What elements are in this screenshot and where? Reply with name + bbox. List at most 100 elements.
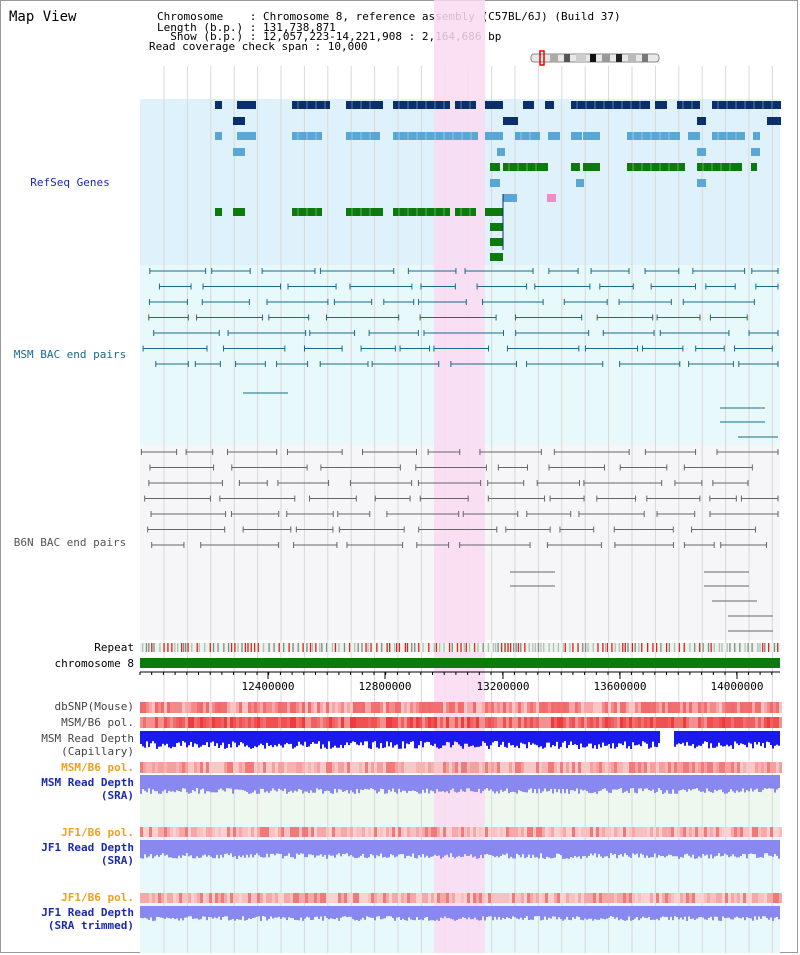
jf1-depth-sra-bar bbox=[640, 840, 642, 854]
jf1-b6-pol-heat bbox=[314, 827, 317, 837]
jf1-depth-sra-bar bbox=[152, 840, 154, 859]
jf1-depth-sra-bar bbox=[642, 840, 644, 855]
jf1-depth-trimmed-bar bbox=[382, 906, 384, 919]
msm-depth-capillary-bar bbox=[548, 731, 550, 743]
dbsnp-heat bbox=[458, 702, 461, 713]
msm-b6-pol-heat bbox=[770, 717, 773, 728]
jf1-depth-trimmed-bar bbox=[446, 906, 448, 919]
jf1-depth-sra-bar bbox=[188, 840, 190, 857]
jf1-b6-pol-trimmed-heat bbox=[254, 893, 257, 903]
jf1-depth-trimmed-bar bbox=[154, 906, 156, 921]
msm-b6-pol-heat bbox=[773, 717, 776, 728]
msm-depth-capillary-bar bbox=[498, 731, 500, 747]
jf1-depth-trimmed-bar bbox=[614, 906, 616, 919]
jf1-depth-sra-bar bbox=[166, 840, 168, 855]
msm-b6-pol-heat bbox=[707, 717, 710, 728]
jf1-b6-pol-trimmed-heat bbox=[674, 893, 677, 903]
msm-depth-sra-bar bbox=[470, 775, 472, 792]
msm-depth-capillary-bar bbox=[680, 731, 682, 745]
jf1-depth-trimmed-bar bbox=[142, 906, 144, 919]
msm-depth-capillary-bar bbox=[486, 731, 488, 746]
msm-b6-pol-heat bbox=[140, 717, 143, 728]
dbsnp-heat bbox=[143, 702, 146, 713]
msm-depth-capillary-bar bbox=[740, 731, 742, 744]
jf1-depth-trimmed-bar bbox=[628, 906, 630, 917]
msm-depth-capillary-bar bbox=[526, 731, 528, 749]
msm-depth-sra-bar bbox=[140, 775, 142, 794]
msm-depth-sra-bar bbox=[236, 775, 238, 790]
repeat-mark bbox=[185, 643, 187, 652]
jf1-b6-pol-heat bbox=[713, 827, 716, 837]
jf1-b6-pol-heat bbox=[743, 827, 746, 837]
msm-depth-sra-bar bbox=[230, 775, 232, 789]
jf1-depth-sra-bar bbox=[512, 840, 514, 859]
msm-depth-capillary-bar bbox=[344, 731, 346, 746]
jf1-depth-trimmed-bar bbox=[486, 906, 488, 918]
msm-depth-capillary-bar bbox=[588, 731, 590, 744]
gene-feature bbox=[583, 132, 600, 140]
repeat-mark bbox=[435, 643, 438, 652]
dbsnp-heat bbox=[638, 702, 641, 713]
msm-b6-pol-heat bbox=[593, 717, 596, 728]
msm-depth-capillary-bar bbox=[430, 731, 432, 745]
msm-b6-pol-sra-heat bbox=[245, 762, 248, 773]
jf1-b6-pol-heat bbox=[338, 827, 341, 837]
msm-depth-capillary-bar bbox=[178, 731, 180, 743]
jf1-depth-trimmed-bar bbox=[396, 906, 398, 918]
msm-depth-capillary-bar bbox=[542, 731, 544, 749]
jf1-depth-sra-bar bbox=[368, 840, 370, 858]
msm-depth-capillary-bar bbox=[516, 731, 518, 746]
msm-b6-pol-sra-heat bbox=[419, 762, 422, 773]
jf1-b6-pol-heat bbox=[179, 827, 182, 837]
msm-b6-pol-heat bbox=[398, 717, 401, 728]
msm-depth-capillary-bar bbox=[220, 731, 222, 746]
msm-depth-capillary-bar bbox=[708, 731, 710, 749]
jf1-depth-sra-bar bbox=[446, 840, 448, 855]
jf1-depth-trimmed-bar bbox=[680, 906, 682, 918]
msm-depth-sra-bar bbox=[408, 775, 410, 791]
jf1-b6-pol-trimmed-heat bbox=[401, 893, 404, 903]
jf1-depth-trimmed-bar bbox=[402, 906, 404, 919]
jf1-depth-trimmed-bar bbox=[558, 906, 560, 918]
msm-b6-pol-sra-heat bbox=[143, 762, 146, 773]
msm-b6-pol-heat bbox=[575, 717, 578, 728]
jf1-b6-pol-heat bbox=[617, 827, 620, 837]
jf1-depth-trimmed-bar bbox=[298, 906, 300, 921]
jf1-b6-pol-trimmed-heat bbox=[530, 893, 533, 903]
msm-b6-pol-heat bbox=[362, 717, 365, 728]
repeat-mark bbox=[198, 643, 200, 652]
dbsnp-heat bbox=[533, 702, 536, 713]
msm-b6-pol-sra-heat bbox=[455, 762, 458, 773]
dbsnp-heat bbox=[302, 702, 305, 713]
jf1-depth-trimmed-bar bbox=[570, 906, 572, 921]
msm-b6-pol-heat bbox=[401, 717, 404, 728]
msm-depth-sra-bar bbox=[512, 775, 514, 792]
gene-feature bbox=[497, 148, 505, 156]
msm-depth-sra-bar bbox=[260, 775, 262, 789]
msm-b6-pol-sra-heat bbox=[725, 762, 728, 773]
msm-b6-pol-heat bbox=[158, 717, 161, 728]
jf1-b6-pol-heat bbox=[461, 827, 464, 837]
jf1-depth-trimmed-bar bbox=[538, 906, 540, 917]
jf1-depth-sra-bar bbox=[702, 840, 704, 854]
jf1-b6-pol-heat bbox=[740, 827, 743, 837]
msm-depth-capillary-bar bbox=[580, 731, 582, 744]
msm-depth-capillary-bar bbox=[760, 731, 762, 747]
msm-b6-pol-label: MSM/B6 pol. bbox=[61, 716, 134, 729]
msm-b6-pol-heat bbox=[275, 717, 278, 728]
jf1-b6-pol-heat bbox=[185, 827, 188, 837]
msm-b6-pol-heat bbox=[212, 717, 215, 728]
msm-b6-pol-sra-heat bbox=[686, 762, 689, 773]
jf1-b6-pol-heat bbox=[689, 827, 692, 837]
jf1-depth-trimmed-bar bbox=[294, 906, 296, 921]
jf1-b6-pol-heat bbox=[212, 827, 215, 837]
repeat-mark bbox=[665, 643, 668, 652]
dbsnp-heat bbox=[311, 702, 314, 713]
jf1-depth-sra-bar bbox=[174, 840, 176, 859]
dbsnp-heat bbox=[548, 702, 551, 713]
jf1-depth-sra-bar bbox=[502, 840, 504, 855]
msm-depth-sra-bar bbox=[272, 775, 274, 789]
chromosome-ideogram[interactable] bbox=[528, 50, 664, 66]
jf1-b6-pol-heat bbox=[779, 827, 782, 837]
